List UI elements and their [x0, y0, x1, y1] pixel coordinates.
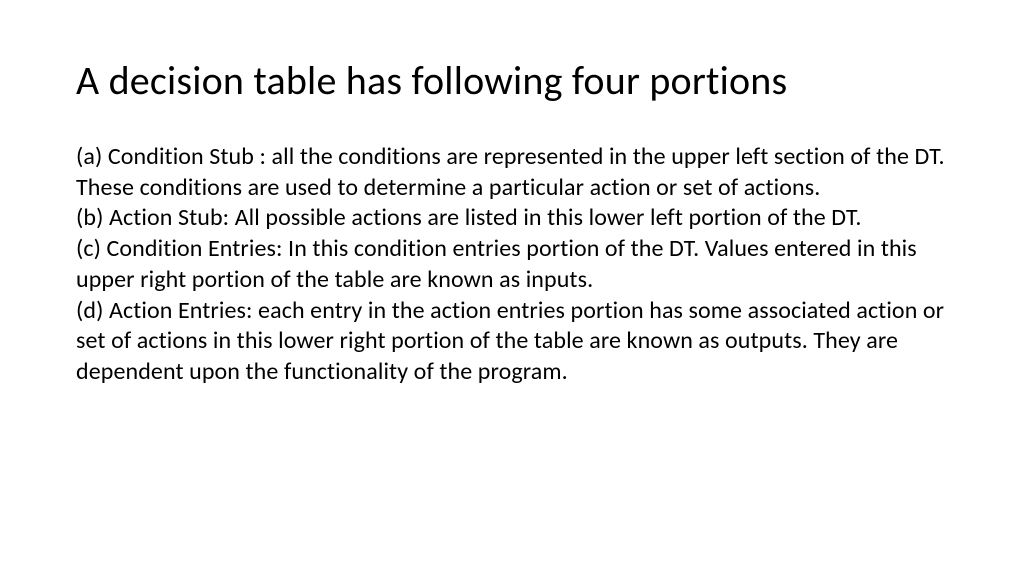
slide-body-text: (a) Condition Stub : all the conditions … [76, 142, 952, 388]
slide-title: A decision table has following four port… [76, 58, 952, 104]
slide: A decision table has following four port… [0, 0, 1024, 576]
